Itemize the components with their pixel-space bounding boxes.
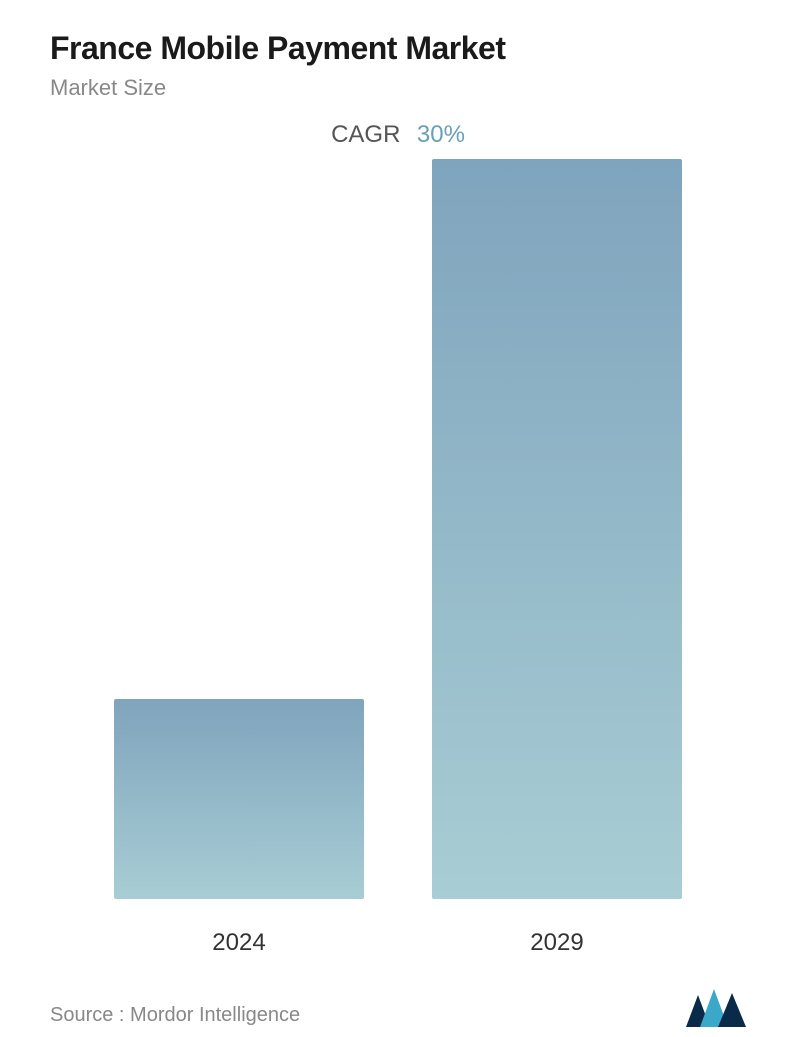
bar bbox=[432, 159, 682, 899]
cagr-row: CAGR 30% bbox=[50, 121, 746, 149]
bar-xlabel: 2029 bbox=[530, 929, 583, 957]
chart-title: France Mobile Payment Market bbox=[50, 30, 746, 67]
bar-xlabel: 2024 bbox=[212, 929, 265, 957]
brand-logo-icon bbox=[686, 987, 746, 1027]
bar-chart: 2024 2029 bbox=[50, 159, 746, 957]
cagr-label: CAGR bbox=[331, 121, 400, 148]
chart-footer: Source : Mordor Intelligence bbox=[50, 987, 746, 1037]
chart-subtitle: Market Size bbox=[50, 75, 746, 101]
chart-container: France Mobile Payment Market Market Size… bbox=[0, 0, 796, 1034]
bar bbox=[114, 699, 364, 899]
source-text: Source : Mordor Intelligence bbox=[50, 1004, 300, 1027]
bar-group: 2029 bbox=[432, 159, 682, 957]
bar-group: 2024 bbox=[114, 699, 364, 957]
cagr-value: 30% bbox=[417, 121, 465, 148]
